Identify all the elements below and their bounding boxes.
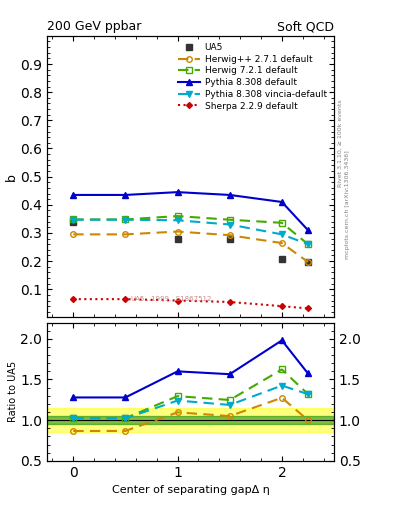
UA5	[228, 236, 232, 242]
Herwig 7.2.1 default	[228, 217, 232, 223]
Herwig 7.2.1 default	[123, 217, 128, 223]
Herwig 7.2.1 default	[71, 217, 75, 223]
Y-axis label: Ratio to UA5: Ratio to UA5	[7, 361, 18, 422]
Herwig++ 2.7.1 default	[123, 231, 128, 238]
Pythia 8.308 default	[175, 189, 180, 195]
X-axis label: Center of separating gapΔ η: Center of separating gapΔ η	[112, 485, 270, 495]
UA5	[71, 219, 75, 225]
Pythia 8.308 default	[279, 199, 284, 205]
Pythia 8.308 default	[123, 192, 128, 198]
Pythia 8.308 vincia-default	[279, 231, 284, 238]
Line: Herwig++ 2.7.1 default: Herwig++ 2.7.1 default	[70, 229, 311, 265]
Text: 200 GeV ppbar: 200 GeV ppbar	[47, 20, 141, 33]
Pythia 8.308 vincia-default	[71, 217, 75, 223]
Line: Pythia 8.308 default: Pythia 8.308 default	[70, 188, 311, 233]
Sherpa 2.2.9 default	[228, 299, 232, 305]
Text: Soft QCD: Soft QCD	[277, 20, 334, 33]
Pythia 8.308 default	[228, 192, 232, 198]
Pythia 8.308 default	[71, 192, 75, 198]
Bar	[47, 416, 334, 424]
Sherpa 2.2.9 default	[175, 297, 180, 304]
Text: UA5...1999...S1867512: UA5...1999...S1867512	[130, 296, 212, 302]
Herwig 7.2.1 default	[306, 241, 310, 247]
Sherpa 2.2.9 default	[279, 303, 284, 309]
Herwig++ 2.7.1 default	[306, 259, 310, 265]
Herwig++ 2.7.1 default	[71, 231, 75, 238]
Sherpa 2.2.9 default	[306, 305, 310, 311]
Pythia 8.308 vincia-default	[228, 221, 232, 227]
Line: Pythia 8.308 vincia-default: Pythia 8.308 vincia-default	[70, 217, 311, 247]
Line: Herwig 7.2.1 default: Herwig 7.2.1 default	[70, 214, 311, 247]
Sherpa 2.2.9 default	[71, 296, 75, 302]
UA5	[306, 259, 310, 265]
Pythia 8.308 default	[306, 227, 310, 233]
Y-axis label: b: b	[5, 173, 18, 181]
Text: Rivet 3.1.10, ≥ 100k events: Rivet 3.1.10, ≥ 100k events	[338, 99, 342, 187]
Herwig 7.2.1 default	[279, 220, 284, 226]
Bar	[47, 408, 334, 432]
Herwig++ 2.7.1 default	[175, 228, 180, 234]
Line: UA5: UA5	[70, 218, 311, 265]
Text: mcplots.cern.ch [arXiv:1306.3436]: mcplots.cern.ch [arXiv:1306.3436]	[345, 151, 350, 259]
UA5	[279, 256, 284, 262]
UA5	[175, 236, 180, 242]
Pythia 8.308 vincia-default	[175, 217, 180, 223]
Line: Sherpa 2.2.9 default: Sherpa 2.2.9 default	[71, 297, 310, 310]
Herwig 7.2.1 default	[175, 213, 180, 219]
Sherpa 2.2.9 default	[123, 296, 128, 302]
Herwig++ 2.7.1 default	[228, 232, 232, 238]
Pythia 8.308 vincia-default	[306, 241, 310, 247]
Herwig++ 2.7.1 default	[279, 240, 284, 246]
Legend: UA5, Herwig++ 2.7.1 default, Herwig 7.2.1 default, Pythia 8.308 default, Pythia : UA5, Herwig++ 2.7.1 default, Herwig 7.2.…	[175, 40, 330, 113]
Pythia 8.308 vincia-default	[123, 217, 128, 223]
